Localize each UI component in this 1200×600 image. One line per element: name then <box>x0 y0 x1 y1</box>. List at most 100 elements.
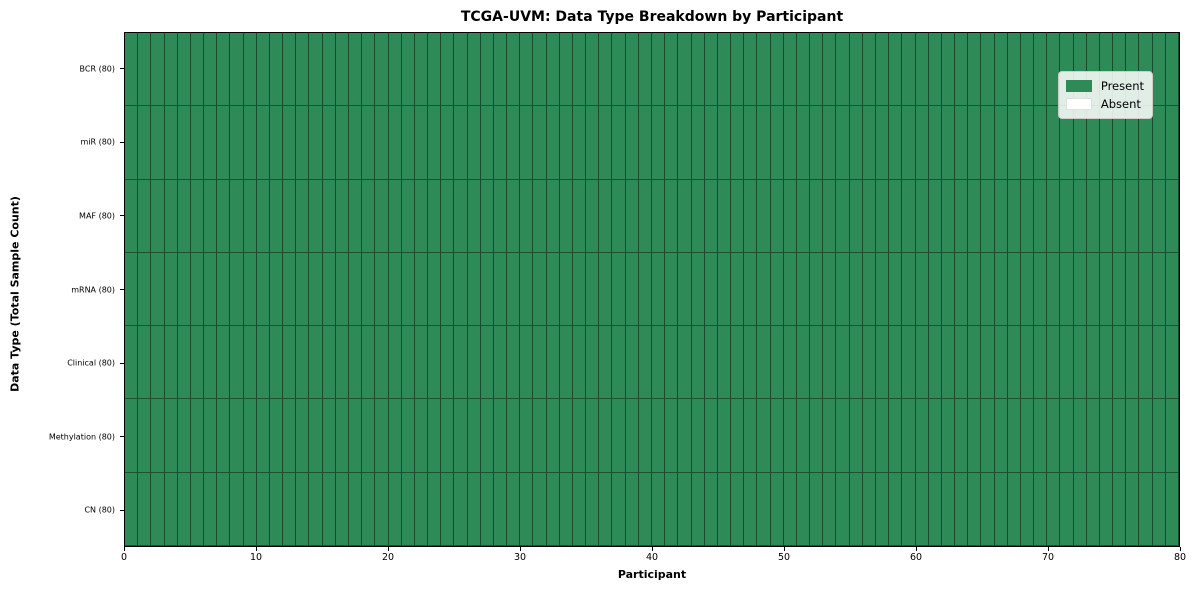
heatmap-cell <box>125 472 139 546</box>
heatmap-cell <box>1007 399 1021 473</box>
heatmap-cell <box>572 472 587 546</box>
heatmap-cell <box>744 106 758 180</box>
heatmap-cell <box>177 399 191 473</box>
heatmap-cell <box>441 326 455 400</box>
x-tick-label: 10 <box>249 552 263 563</box>
heatmap-cell <box>731 472 745 546</box>
heatmap-cell <box>362 472 376 546</box>
heatmap-cell <box>256 252 270 327</box>
heatmap-cell <box>467 106 481 180</box>
heatmap-cell <box>217 472 231 546</box>
y-tick-label: Clinical (80) <box>67 358 115 368</box>
heatmap-cell <box>164 472 178 546</box>
heatmap-cell <box>177 33 191 107</box>
heatmap-cell <box>335 252 349 327</box>
heatmap-cell <box>691 399 705 473</box>
heatmap-cell <box>625 326 639 400</box>
heatmap-cell <box>388 399 402 473</box>
heatmap-cell <box>1113 252 1127 327</box>
heatmap-cell <box>810 179 824 253</box>
heatmap-cell <box>467 326 481 400</box>
heatmap-cell <box>625 472 639 546</box>
heatmap-cell <box>849 33 863 107</box>
x-tick-mark <box>1179 547 1181 551</box>
heatmap-cell <box>1047 252 1061 327</box>
heatmap-cell <box>704 399 718 473</box>
heatmap-cell <box>717 179 732 253</box>
heatmap-cell <box>204 106 218 180</box>
heatmap-cell <box>586 472 600 546</box>
y-tick-label: MAF (80) <box>79 211 115 221</box>
heatmap-cell <box>836 472 850 546</box>
heatmap-cell <box>1007 472 1021 546</box>
heatmap-cell <box>757 326 771 400</box>
heatmap-cell <box>744 179 758 253</box>
heatmap-cell <box>941 106 956 180</box>
heatmap-cell <box>559 326 573 400</box>
heatmap-cell <box>375 179 389 253</box>
heatmap-cell <box>1060 179 1074 253</box>
heatmap-cell <box>204 326 218 400</box>
heatmap-cell <box>1165 179 1179 253</box>
heatmap-cell <box>1113 399 1127 473</box>
heatmap-cell <box>586 326 600 400</box>
heatmap-cell <box>1086 399 1100 473</box>
heatmap-cell <box>256 33 270 107</box>
heatmap-cell <box>362 399 376 473</box>
heatmap-cell <box>256 106 270 180</box>
heatmap-cell <box>256 179 270 253</box>
heatmap-cell <box>994 252 1008 327</box>
heatmap-cell <box>625 33 639 107</box>
heatmap-cell <box>177 106 191 180</box>
heatmap-cell <box>955 326 969 400</box>
heatmap-cell <box>810 326 824 400</box>
heatmap-cell <box>1099 472 1114 546</box>
heatmap-cell <box>704 106 718 180</box>
x-tick-mark <box>915 547 917 551</box>
x-tick-mark <box>123 547 125 551</box>
heatmap-cell <box>875 179 890 253</box>
heatmap-cell <box>1086 472 1100 546</box>
heatmap-cell <box>348 106 363 180</box>
heatmap-cell <box>480 33 494 107</box>
heatmap-cell <box>717 33 732 107</box>
heatmap-cell <box>744 252 758 327</box>
heatmap-cell <box>915 33 929 107</box>
heatmap-cell <box>283 252 297 327</box>
heatmap-cell <box>493 326 508 400</box>
heatmap-cell <box>322 472 336 546</box>
heatmap-cell <box>783 106 797 180</box>
heatmap-cell <box>915 472 929 546</box>
heatmap-cell <box>941 179 956 253</box>
heatmap-cell <box>678 399 692 473</box>
heatmap-cell <box>1126 472 1140 546</box>
heatmap-cell <box>770 252 784 327</box>
heatmap-cell <box>810 106 824 180</box>
heatmap-cell <box>190 399 205 473</box>
heatmap-cell <box>981 399 995 473</box>
heatmap-cell <box>520 33 534 107</box>
heatmap-cell <box>862 472 876 546</box>
heatmap-cell <box>955 106 969 180</box>
heatmap-cell <box>348 472 363 546</box>
heatmap-cell <box>348 179 363 253</box>
heatmap-cell <box>849 252 863 327</box>
heatmap-cell <box>1139 399 1153 473</box>
heatmap-cell <box>217 399 231 473</box>
heatmap-cell <box>1020 472 1035 546</box>
heatmap-cell <box>849 326 863 400</box>
heatmap-cell <box>348 399 363 473</box>
heatmap-cell <box>731 33 745 107</box>
heatmap-cell <box>388 33 402 107</box>
heatmap-cell <box>915 326 929 400</box>
heatmap-cell <box>309 326 323 400</box>
heatmap-cell <box>599 106 613 180</box>
heatmap-cell <box>810 252 824 327</box>
heatmap-cell <box>441 33 455 107</box>
legend-label: Present <box>1100 79 1144 93</box>
legend-item-absent: Absent <box>1065 95 1144 113</box>
heatmap-cell <box>810 33 824 107</box>
heatmap-cell <box>823 472 837 546</box>
heatmap-cell <box>586 399 600 473</box>
y-tick-mark <box>120 215 124 217</box>
